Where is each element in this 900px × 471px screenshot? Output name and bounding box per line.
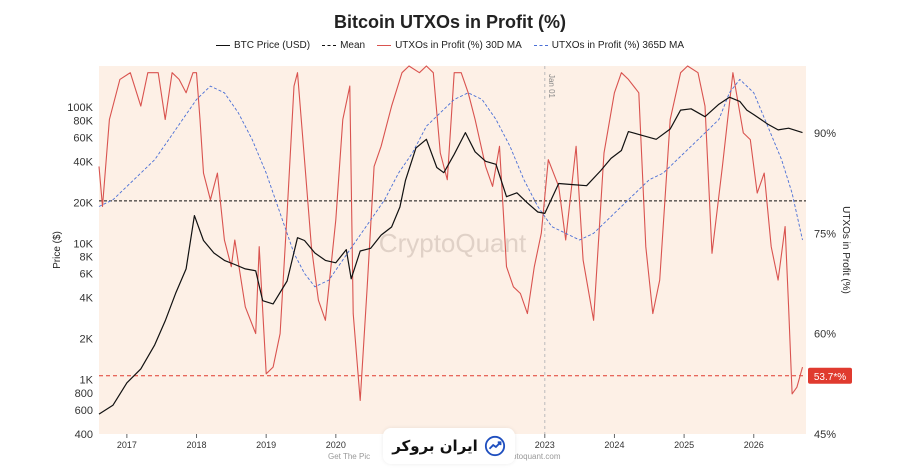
right-tick-label: 60% bbox=[814, 329, 836, 341]
legend-item: UTXOs in Profit (%) 30D MA bbox=[377, 40, 522, 51]
left-tick-label: 1K bbox=[80, 375, 94, 387]
x-tick-label: 2026 bbox=[744, 440, 764, 450]
x-tick-label: 2019 bbox=[256, 440, 276, 450]
right-tick-label: 45% bbox=[814, 429, 836, 441]
right-tick-label: 90% bbox=[814, 128, 836, 140]
footer-fragment: Get The Pic bbox=[328, 452, 370, 461]
left-tick-label: 20K bbox=[73, 197, 93, 209]
left-tick-label: 8K bbox=[80, 252, 94, 264]
trend-up-icon bbox=[484, 435, 505, 457]
left-axis-label: Price ($) bbox=[52, 231, 63, 269]
series-utxo-30d-line bbox=[98, 65, 804, 402]
left-tick-label: 400 bbox=[75, 429, 93, 441]
left-tick-label: 100K bbox=[67, 102, 93, 114]
legend-swatch bbox=[377, 44, 392, 46]
x-tick-label: 2020 bbox=[326, 440, 346, 450]
legend-swatch bbox=[322, 44, 337, 46]
x-tick-label: 2018 bbox=[187, 440, 207, 450]
x-tick-label: 2017 bbox=[117, 440, 137, 450]
x-tick-label: 2023 bbox=[535, 440, 555, 450]
legend-label: BTC Price (USD) bbox=[233, 40, 311, 51]
legend-item: Mean bbox=[322, 40, 365, 51]
x-tick-label: 2024 bbox=[604, 440, 624, 450]
plot-background bbox=[99, 66, 806, 434]
legend-item: UTXOs in Profit (%) 365D MA bbox=[533, 40, 685, 51]
series-btc-price-line bbox=[98, 96, 803, 415]
broker-logo-badge: ایران بروکر bbox=[383, 428, 515, 464]
watermark-text: CryptoQuant bbox=[379, 228, 527, 258]
chart-title: Bitcoin UTXOs in Profit (%) bbox=[334, 12, 566, 32]
current-value-badge bbox=[808, 367, 852, 384]
legend-swatch bbox=[215, 44, 230, 46]
legend-label: UTXOs in Profit (%) 365D MA bbox=[551, 40, 685, 51]
legend-item: BTC Price (USD) bbox=[215, 40, 311, 51]
right-tick-label: 75% bbox=[814, 228, 836, 240]
left-tick-label: 10K bbox=[73, 238, 93, 250]
current-value-badge-label: 53.7*% bbox=[814, 372, 846, 383]
left-tick-label: 2K bbox=[80, 334, 94, 346]
left-tick-label: 40K bbox=[73, 156, 93, 168]
footer-fragment: ptoquant.com bbox=[512, 452, 561, 461]
legend-label: UTXOs in Profit (%) 30D MA bbox=[395, 40, 522, 51]
legend-label: Mean bbox=[340, 40, 366, 51]
series-utxo-365d-line bbox=[98, 78, 803, 288]
left-tick-label: 60K bbox=[73, 132, 93, 144]
left-tick-label: 600 bbox=[75, 405, 93, 417]
x-tick-label: 2025 bbox=[674, 440, 694, 450]
legend-swatch bbox=[533, 44, 548, 46]
left-tick-label: 6K bbox=[80, 269, 94, 281]
chart-legend: BTC Price (USD) Mean UTXOs in Profit (%) 3… bbox=[0, 40, 900, 51]
broker-logo-text: ایران بروکر bbox=[392, 437, 478, 455]
vertical-marker-label: Jan 01 bbox=[547, 74, 556, 99]
left-tick-label: 800 bbox=[75, 388, 93, 400]
left-tick-label: 80K bbox=[73, 115, 93, 127]
right-axis-label: UTXOs in Profit (%) bbox=[840, 206, 851, 294]
left-tick-label: 4K bbox=[80, 293, 94, 305]
